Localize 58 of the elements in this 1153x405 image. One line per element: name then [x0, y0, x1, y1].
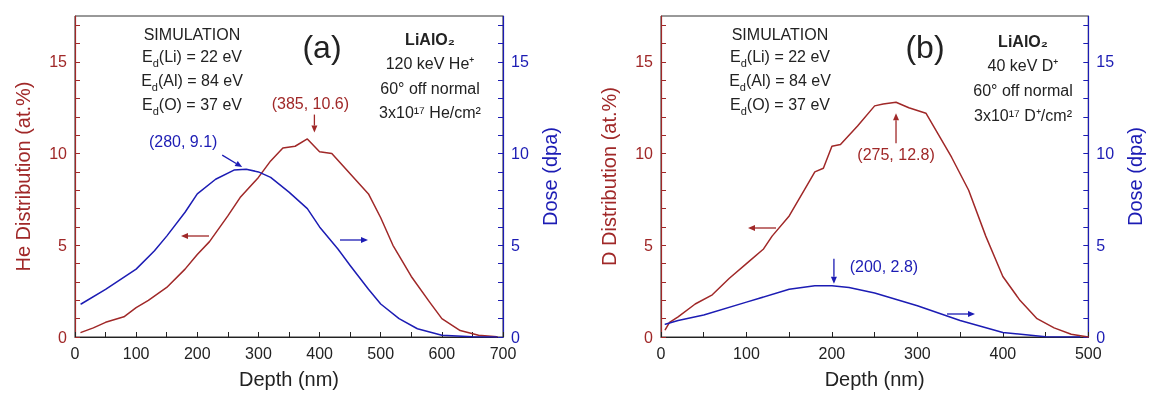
- y-tick-label: 0: [58, 328, 68, 346]
- x-tick-label: 500: [1074, 344, 1102, 362]
- x-tick-label: 100: [733, 344, 760, 362]
- y2-tick-label: 15: [1096, 53, 1115, 71]
- x-tick-label: 300: [245, 344, 272, 362]
- annotation: LiAlO₂: [998, 33, 1048, 50]
- annotation: (280, 9.1): [148, 133, 218, 151]
- y2-tick-label: 0: [511, 328, 520, 346]
- x-tick-label: 700: [489, 344, 517, 362]
- y-tick-label: 15: [635, 53, 654, 71]
- annotation: E$_{d}$(O) = 37 eV: [730, 96, 830, 117]
- annotation: E$_{d}$(O) = 37 eV: [142, 96, 242, 117]
- y2-tick-label: 5: [1096, 236, 1106, 254]
- annotation: (200, 2.8): [849, 257, 919, 275]
- y-tick-label: 5: [58, 236, 68, 254]
- x-tick-label: 200: [183, 344, 211, 362]
- annotation: (385, 10.6): [271, 94, 350, 112]
- y2-axis-title: Dose (dpa): [538, 127, 561, 226]
- y-tick-label: 10: [49, 145, 68, 163]
- y2-tick-label: 15: [511, 53, 529, 71]
- x-tick-label: 0: [656, 344, 666, 362]
- annotation: 40 keV D⁺: [987, 57, 1059, 74]
- annotation: 3x10¹⁷ He/cm²: [379, 104, 481, 121]
- annotation: E$_{d}$(Li) = 22 eV: [730, 48, 830, 69]
- y-axis-title: D Distribution (at.%): [598, 87, 620, 266]
- annotation: (275, 12.8): [857, 146, 935, 164]
- annotation: SIMULATION: [731, 26, 829, 43]
- x-tick-label: 400: [306, 344, 334, 362]
- y-tick-label: 15: [49, 53, 68, 71]
- y2-tick-label: 10: [511, 145, 529, 163]
- y2-tick-label: 10: [1096, 145, 1115, 163]
- y-tick-label: 10: [635, 145, 654, 163]
- annotation: 3x10¹⁷ D⁺/cm²: [974, 107, 1072, 124]
- x-tick-label: 400: [989, 344, 1017, 362]
- annotation: (a): [302, 29, 342, 65]
- annotation: 60° off normal: [380, 80, 480, 97]
- annotation: 120 keV He⁺: [385, 55, 475, 72]
- x-tick-label: 100: [122, 344, 150, 362]
- y-axis-title: He Distribution (at.%): [12, 81, 34, 272]
- annotation: E$_{d}$(Li) = 22 eV: [142, 48, 242, 69]
- x-tick-label: 600: [428, 344, 456, 362]
- x-axis-title: Depth (nm): [238, 368, 340, 390]
- x-tick-label: 500: [367, 344, 395, 362]
- y-tick-label: 0: [644, 328, 654, 346]
- y2-tick-label: 5: [511, 236, 520, 254]
- annotation: 60° off normal: [973, 82, 1073, 99]
- x-tick-label: 300: [904, 344, 931, 362]
- x-tick-label: 200: [818, 344, 846, 362]
- annotation: LiAlO₂: [405, 31, 455, 48]
- annotation: (b): [905, 29, 945, 65]
- y2-axis-title: Dose (dpa): [1124, 127, 1146, 226]
- x-axis-title: Depth (nm): [824, 368, 925, 390]
- annotation: E$_{d}$(Al) = 84 eV: [729, 72, 831, 93]
- y-tick-label: 5: [644, 236, 654, 254]
- y2-tick-label: 0: [1096, 328, 1106, 346]
- annotation: SIMULATION: [143, 26, 241, 43]
- annotation: E$_{d}$(Al) = 84 eV: [141, 72, 243, 93]
- x-tick-label: 0: [70, 344, 80, 362]
